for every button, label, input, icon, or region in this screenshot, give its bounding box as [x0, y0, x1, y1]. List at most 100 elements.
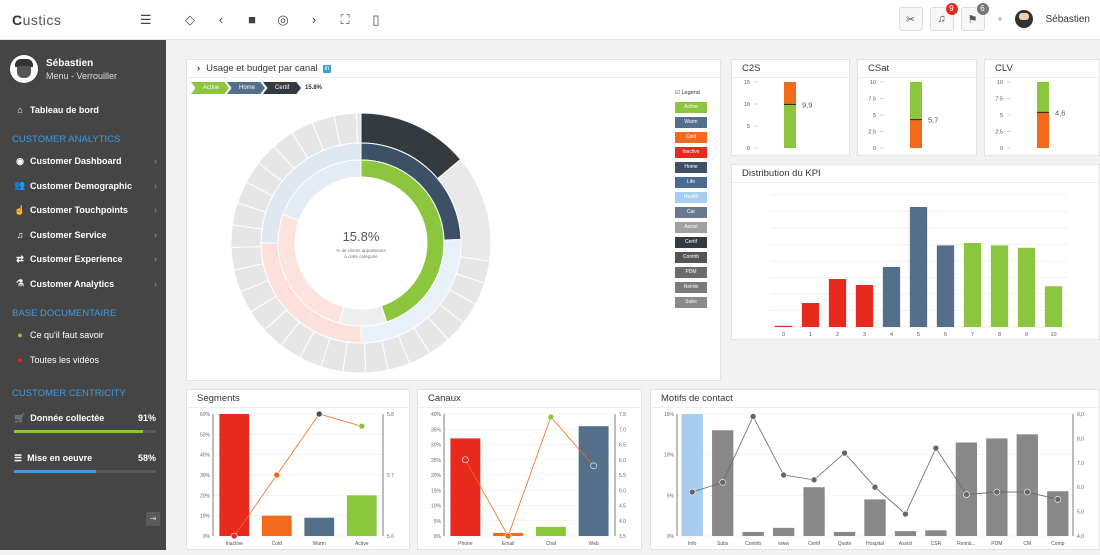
bar-csr[interactable]: [925, 530, 947, 536]
kpi-distribution-chart[interactable]: 0 1 2 3 4 5 6 7 8 9 10: [732, 183, 1099, 339]
legend-item-life[interactable]: Life: [675, 177, 707, 188]
sidebar-item-customer-analytics[interactable]: ⚗ Customer Analytics ›: [0, 274, 166, 294]
sidebar-profile[interactable]: Sébastien Menu - Verrouiller: [0, 40, 166, 98]
notifications-button[interactable]: ♫ 9: [929, 3, 958, 31]
kpi-bar-1[interactable]: [801, 303, 820, 327]
legend-item-pdm[interactable]: PDM: [675, 267, 707, 278]
line-point[interactable]: [1054, 496, 1062, 503]
line-point[interactable]: [230, 532, 238, 540]
kpi-bar-7[interactable]: [963, 243, 982, 327]
legend-item-subs[interactable]: Subs: [675, 297, 707, 308]
bar-certif[interactable]: [803, 487, 825, 536]
kpi-bar-8[interactable]: [990, 245, 1009, 327]
line-point[interactable]: [993, 488, 1001, 496]
motifs-chart[interactable]: 15% 10% 5% 0% 9,0 8,0 7,0 6,0 5,0 4,0 Info Subs Cont…: [651, 408, 1099, 550]
user-name[interactable]: Sébastien: [1045, 13, 1090, 25]
sunburst-segment[interactable]: [338, 305, 388, 327]
tasks-button[interactable]: ⚑ 6: [960, 3, 989, 31]
legend-item-cold[interactable]: Cold: [675, 132, 707, 143]
line-point[interactable]: [1024, 488, 1031, 496]
line-point[interactable]: [841, 449, 848, 457]
bar-assist[interactable]: [894, 531, 917, 536]
menu-icon[interactable]: ☰: [139, 11, 152, 27]
segments-chart[interactable]: 60% 50% 40% 30% 20% 10% 0% 5.8 5.7 5.6 Inactive Col…: [187, 408, 409, 550]
kpi-bar-9[interactable]: [1017, 247, 1036, 327]
user-avatar[interactable]: [1014, 10, 1033, 28]
sidebar-doc-item[interactable]: ● Toutes les vidéos: [0, 350, 166, 370]
sidebar-item-customer-dashboard[interactable]: ◉ Customer Dashboard ›: [0, 151, 166, 171]
canaux-chart[interactable]: 40% 35% 30% 25% 20% 15% 10% 5% 0% 7.5 7.0 6.5 6.0 5.5…: [418, 408, 641, 550]
line-point[interactable]: [871, 483, 879, 491]
kpi-bar-3[interactable]: [855, 285, 874, 327]
bar-web[interactable]: [578, 426, 609, 536]
tools-button[interactable]: ✂: [898, 7, 923, 31]
legend-item-active[interactable]: Active: [675, 102, 707, 113]
bar-phone[interactable]: [450, 438, 481, 536]
kpi-bar-0[interactable]: [774, 325, 793, 327]
legend-item-reimb[interactable]: Reimb: [675, 282, 707, 293]
kpi-bar-10[interactable]: [1044, 286, 1063, 327]
bar-reimb...[interactable]: [955, 442, 978, 536]
stop-icon[interactable]: ■: [248, 12, 256, 27]
sidebar-item-customer-experience[interactable]: ⇄ Customer Experience ›: [0, 249, 166, 269]
fullscreen-icon[interactable]: ⛶: [340, 11, 350, 27]
map-icon[interactable]: ▯: [372, 11, 380, 27]
bar-chat[interactable]: [535, 526, 566, 536]
legend-item-inactive[interactable]: Inactive: [675, 147, 707, 158]
brand-logo[interactable]: Custics ☰: [0, 12, 166, 28]
bar-active[interactable]: [346, 495, 377, 536]
line-point[interactable]: [719, 479, 726, 486]
legend-item-assist[interactable]: Assist: [675, 222, 707, 233]
bar-quote[interactable]: [833, 531, 856, 536]
sidebar-item-home[interactable]: ⌂ Tableau de bord: [0, 100, 166, 120]
line-point[interactable]: [315, 410, 323, 418]
bar-cm[interactable]: [1016, 434, 1038, 536]
sunburst-segment[interactable]: [282, 159, 362, 222]
profile-status[interactable]: Menu - Verrouiller: [46, 70, 118, 81]
sidebar-item-customer-touchpoints[interactable]: ☝ Customer Touchpoints ›: [0, 200, 166, 220]
target-icon[interactable]: ◎: [277, 11, 289, 27]
legend-item-contrib[interactable]: Contrib: [675, 252, 707, 263]
line-point[interactable]: [902, 510, 909, 518]
bar-info[interactable]: [681, 414, 703, 536]
bar-inactive[interactable]: [219, 414, 250, 536]
diamond-icon[interactable]: ◇: [185, 11, 195, 27]
line-point[interactable]: [780, 471, 787, 479]
kpi-bar-5[interactable]: [909, 207, 928, 327]
back-icon[interactable]: ‹: [218, 12, 224, 27]
legend-item-car[interactable]: Car: [675, 207, 707, 218]
kpi-bar-6[interactable]: [936, 245, 955, 327]
line-point[interactable]: [504, 532, 512, 540]
line-point[interactable]: [358, 422, 366, 430]
kpi-bar-2[interactable]: [828, 279, 847, 327]
line-point[interactable]: [810, 476, 818, 484]
breadcrumb-active[interactable]: Active: [191, 82, 229, 94]
breadcrumb-home[interactable]: Home: [227, 82, 265, 94]
line-point[interactable]: [273, 471, 281, 479]
legend-item-home[interactable]: Home: [675, 162, 707, 173]
legend-item-warm[interactable]: Warm: [675, 117, 707, 128]
collapse-sidebar-button[interactable]: ⇥: [146, 512, 160, 526]
breadcrumb-certif[interactable]: Certif: [263, 82, 301, 94]
bar-hospital[interactable]: [864, 499, 886, 536]
sidebar-doc-item[interactable]: ● Ce qu'il faut savoir: [0, 325, 166, 345]
bar-cold[interactable]: [261, 515, 292, 536]
bar-www[interactable]: [772, 527, 795, 536]
sidebar-item-customer-demographic[interactable]: 👥 Customer Demographic ›: [0, 176, 166, 196]
sidebar-item-customer-service[interactable]: ♫ Customer Service ›: [0, 225, 166, 245]
line-point[interactable]: [462, 456, 469, 464]
line-point[interactable]: [963, 491, 970, 498]
legend-item-health[interactable]: Health: [675, 192, 707, 203]
legend-title-row[interactable]: ☑ Legend: [675, 90, 700, 96]
legend-item-certif[interactable]: Certif: [675, 237, 707, 248]
chevron-right-icon[interactable]: ›: [197, 63, 201, 74]
bar-pdm[interactable]: [986, 438, 1008, 536]
line-point[interactable]: [547, 413, 555, 421]
bar-contrib[interactable]: [742, 531, 764, 536]
line-point[interactable]: [932, 444, 940, 452]
linkedin-icon[interactable]: in: [322, 64, 332, 73]
bar-comp[interactable]: [1047, 491, 1069, 536]
bar-warm[interactable]: [304, 517, 335, 536]
forward-icon[interactable]: ›: [311, 12, 317, 27]
